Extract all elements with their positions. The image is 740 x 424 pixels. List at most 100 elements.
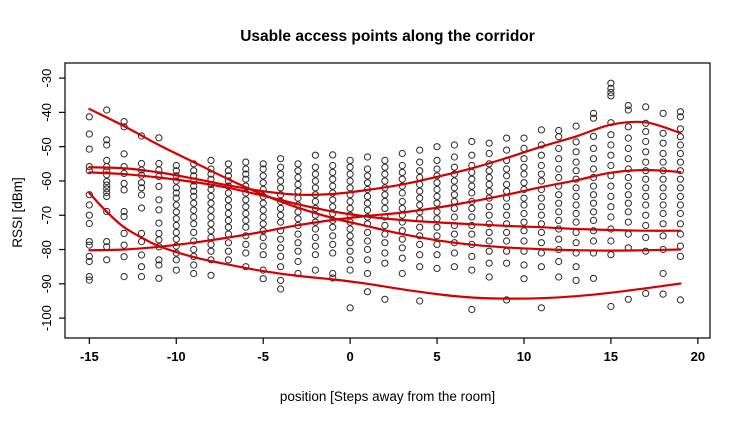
scatter-point [676,149,685,158]
scatter-point [589,208,598,216]
scatter-point [363,288,372,296]
scatter-point [363,199,372,207]
scatter-point [311,197,319,206]
scatter-point [642,158,650,166]
scatter-point [329,249,337,257]
scatter-point [242,223,250,231]
scatter-point [416,240,424,248]
scatter-point [555,257,563,266]
scatter-point [259,185,267,194]
scatter-point [589,237,598,245]
scatter-point [624,165,632,173]
scatter-point [537,126,546,134]
scatter-point [520,155,528,163]
scatter-point [277,276,285,284]
scatter-point [537,151,546,159]
scatter-point [537,211,546,219]
scatter-point [190,192,198,200]
scatter-point [468,182,476,190]
scatter-point [85,191,93,199]
scatter-point [676,252,685,260]
scatter-point [207,199,215,207]
scatter-point [572,276,580,284]
scatter-point [311,151,319,159]
scatter-point [259,242,267,250]
scatter-point [398,204,406,212]
scatter-point [103,181,111,189]
scatter-point [103,207,111,216]
scatter-point [172,167,180,175]
scatter-point [207,240,215,248]
scatter-point [485,173,493,182]
scatter-point [503,247,511,255]
scatter-point [294,208,302,216]
scatter-point [190,245,198,254]
x-tick-label: -10 [167,349,186,364]
scatter-point [137,184,146,192]
scatter-point [277,170,285,178]
scatter-point [503,146,511,154]
scatter-point [172,215,180,223]
scatter-point [85,241,93,249]
scatter-point [468,168,476,176]
scatter-point [676,230,685,238]
scatter-point [363,153,372,161]
scatter-point [676,175,685,183]
scatter-point [381,221,389,230]
y-axis-title-text: RSSI [dBm] [9,176,25,248]
x-tick-label: 0 [347,349,354,364]
scatter-point [659,129,667,137]
scatter-point [537,228,546,236]
scatter-point [224,223,232,231]
scatter-point [537,161,546,170]
scatter-point [120,273,128,281]
scatter-point [503,211,511,219]
scatter-point [450,177,458,185]
scatter-point [416,263,424,271]
scatter-point [624,155,632,163]
scatter-point [363,165,372,173]
scatter-point [155,236,163,244]
scatter-point [277,204,285,212]
scatter-point [416,167,424,175]
scatter-point [537,239,546,247]
scatter-point [137,159,146,168]
scatter-point [416,251,424,259]
scatter-point [433,223,441,231]
scatter-point [224,239,232,247]
scatter-point [555,155,563,163]
scatter-point [346,156,354,164]
scatter-point [85,201,93,209]
scatter-point [190,228,198,236]
y-tick-label: -40 [39,103,54,122]
scatter-point [642,137,650,146]
scatter-point [398,168,406,176]
scatter-point [572,184,580,192]
scatter-point [398,197,406,206]
scatter-point [103,106,111,114]
scatter-point [346,177,354,185]
scatter-point [398,269,406,278]
scatter-point [520,237,528,245]
scatter-point [346,204,354,212]
scatter-point [433,208,441,216]
scatter-point [520,163,528,171]
scatter-point [468,151,476,159]
scatter-point [433,192,441,200]
scatter-point [363,237,372,245]
scatter-point [259,179,267,187]
scatter-point [468,266,476,274]
scatter-point [329,175,337,183]
scatter-point [503,165,511,173]
scatter-point [520,134,528,142]
scatter-point [190,220,198,228]
scatter-point [259,220,267,228]
scatter-point [311,177,319,185]
scatter-point [642,148,650,156]
scatter-point [346,225,354,233]
scatter-point [381,239,389,247]
scatter-point [659,290,667,298]
scatter-point [190,206,198,214]
scatter-point [503,228,511,236]
scatter-point [589,216,598,224]
